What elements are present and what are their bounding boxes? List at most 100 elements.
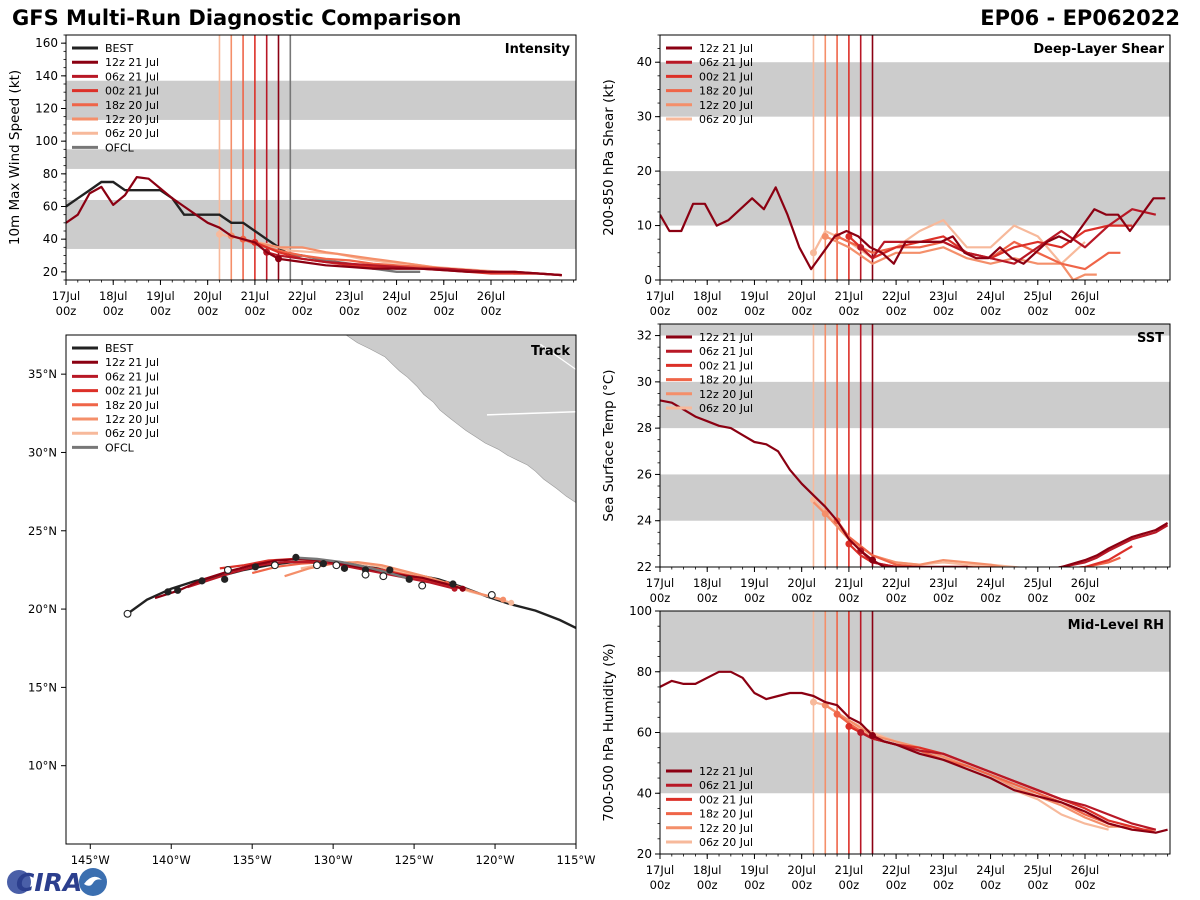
rh-ylabel: 700-500 hPa Humidity (%) <box>601 643 617 821</box>
shear-init-point-2 <box>845 232 853 240</box>
sst-xtick-label: 19Jul <box>740 576 769 590</box>
rh-ytick-label: 40 <box>637 786 652 800</box>
track-end-point-5 <box>508 599 515 606</box>
track-xtick-label: 135°W <box>233 853 272 867</box>
intensity-legend-label: 06z 20 Jul <box>105 127 159 140</box>
sst-xtick-label: 26Jul <box>1071 576 1100 590</box>
shear-xtick-label: 25Jul <box>1024 289 1053 303</box>
sst-xtick-label: 21Jul <box>835 576 864 590</box>
track-legend-label: 06z 20 Jul <box>105 427 159 440</box>
intensity-xtick-sublabel: 00z <box>56 304 77 318</box>
shear-series-0 <box>660 186 1166 271</box>
intensity-xtick-label: 21Jul <box>241 289 270 303</box>
track-end-point-0 <box>459 585 466 592</box>
track-open-marker <box>418 581 427 590</box>
intensity-xtick-sublabel: 00z <box>433 304 454 318</box>
track-ytick-label: 10°N <box>28 759 57 773</box>
state-border <box>540 343 576 370</box>
track-open-marker <box>487 591 496 599</box>
sst-xtick-sublabel: 00z <box>980 591 1001 605</box>
intensity-ytick-label: 140 <box>35 69 58 83</box>
rh-ytick-label: 20 <box>637 847 652 861</box>
shear-init-point-1 <box>857 243 865 251</box>
intensity-ytick-label: 120 <box>35 102 58 116</box>
cira-logo: CIRA <box>4 866 114 898</box>
intensity-legend-label: BEST <box>105 42 133 55</box>
sst-title: SST <box>1137 331 1164 346</box>
track-frame <box>65 334 577 845</box>
track-xtick-label: 125°W <box>395 853 434 867</box>
track-xtick-label: 140°W <box>152 853 191 867</box>
rh-init-point-5 <box>809 698 817 706</box>
rh-ytick-label: 80 <box>637 665 652 679</box>
rh-threshold-band <box>660 611 1170 672</box>
shear-legend-label: 06z 20 Jul <box>699 113 753 126</box>
rh-legend-label: 12z 21 Jul <box>699 765 753 778</box>
cira-logo-text: CIRA <box>16 868 82 897</box>
intensity-xtick-sublabel: 00z <box>150 304 171 318</box>
sst-ytick-label: 22 <box>637 560 652 574</box>
cira-logo-graphic: CIRA <box>7 868 107 897</box>
track-best-marker <box>251 563 260 571</box>
sst-xtick-label: 23Jul <box>929 576 958 590</box>
intensity-xtick-sublabel: 00z <box>339 304 360 318</box>
rh-init-point-1 <box>857 729 865 736</box>
intensity-ytick-label: 60 <box>43 200 58 214</box>
track-best-marker <box>164 588 172 596</box>
shear-xtick-sublabel: 00z <box>1027 304 1048 318</box>
sst-xtick-sublabel: 00z <box>650 591 671 605</box>
rh-legend-label: 06z 21 Jul <box>699 779 753 792</box>
sst-legend-label: 12z 21 Jul <box>699 331 753 344</box>
rh-xtick-label: 24Jul <box>976 863 1005 877</box>
rh-ytick-label: 100 <box>629 604 652 618</box>
shear-xtick-label: 24Jul <box>976 289 1005 303</box>
sst-frame <box>659 323 1171 568</box>
intensity-legend-label: 12z 20 Jul <box>105 113 159 126</box>
shear-xtick-sublabel: 00z <box>886 304 907 318</box>
rh-series-0 <box>660 670 1168 834</box>
track-open-marker <box>379 572 388 581</box>
shear-xtick-sublabel: 00z <box>650 304 671 318</box>
shear-series-1 <box>859 208 1157 265</box>
shear-threshold-band <box>660 62 1170 117</box>
track-best-line <box>126 560 576 629</box>
rh-init-point-3 <box>833 710 841 718</box>
shear-xtick-label: 22Jul <box>882 289 911 303</box>
track-xtick-label: 115°W <box>556 853 595 867</box>
sst-legend-label: 12z 20 Jul <box>699 388 753 401</box>
rh-xtick-sublabel: 00z <box>980 878 1001 892</box>
land-mass <box>345 335 576 503</box>
sst-threshold-band <box>660 381 1170 429</box>
rh-xtick-label: 25Jul <box>1024 863 1053 877</box>
shear-ytick-label: 10 <box>637 219 652 233</box>
sst-xtick-label: 22Jul <box>882 576 911 590</box>
sst-threshold-band <box>660 324 1170 336</box>
sst-xtick-label: 20Jul <box>787 576 816 590</box>
shear-legend-label: 06z 21 Jul <box>699 56 753 69</box>
track-ytick-label: 30°N <box>28 445 57 459</box>
rh-xtick-sublabel: 00z <box>697 878 718 892</box>
shear-legend-label: 00z 21 Jul <box>699 70 753 83</box>
intensity-series-0 <box>66 176 562 277</box>
shear-xtick-label: 19Jul <box>740 289 769 303</box>
intensity-xtick-label: 19Jul <box>146 289 175 303</box>
track-legend-label: 06z 21 Jul <box>105 370 159 383</box>
storm-id: EP06 - EP062022 <box>980 6 1180 30</box>
sst-xtick-sublabel: 00z <box>697 591 718 605</box>
rh-xtick-sublabel: 00z <box>744 878 765 892</box>
track-plot-area <box>123 335 576 629</box>
sst-xtick-label: 25Jul <box>1024 576 1053 590</box>
shear-init-point-4 <box>821 232 829 240</box>
shear-xtick-sublabel: 00z <box>1075 304 1096 318</box>
sst-legend-label: 18z 20 Jul <box>699 374 753 387</box>
intensity-ytick-label: 160 <box>35 36 58 50</box>
rh-legend-label: 06z 20 Jul <box>699 836 753 849</box>
track-best-marker <box>386 566 394 574</box>
rh-plot-area <box>660 611 1170 854</box>
intensity-xtick-label: 18Jul <box>99 289 128 303</box>
rh-xtick-sublabel: 00z <box>791 878 812 892</box>
panel-intensity: 2040608010012014016017Jul00z18Jul00z19Ju… <box>7 34 577 318</box>
sst-xtick-label: 17Jul <box>646 576 675 590</box>
rh-xtick-sublabel: 00z <box>839 878 860 892</box>
intensity-ytick-label: 20 <box>43 265 58 279</box>
